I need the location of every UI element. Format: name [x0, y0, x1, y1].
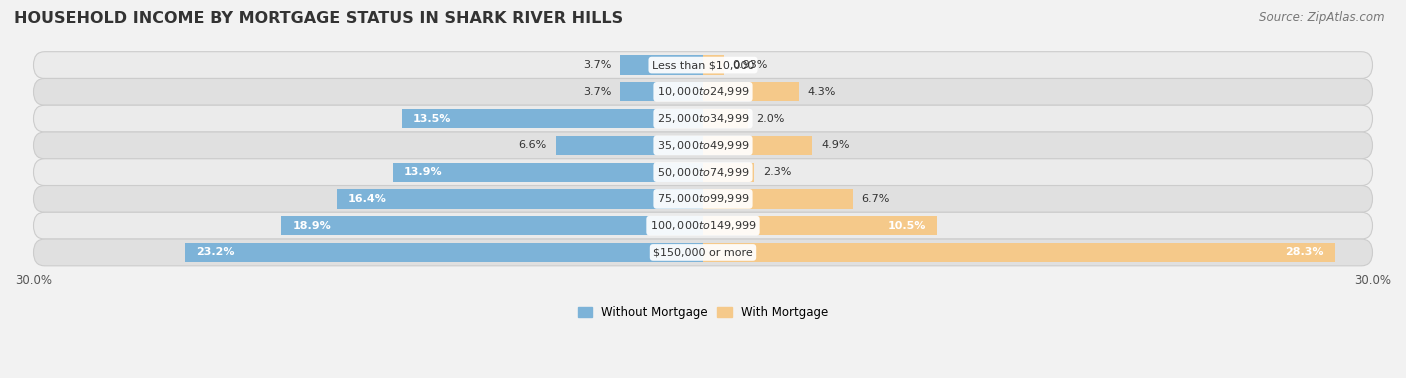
Bar — [620, 56, 703, 75]
Text: 18.9%: 18.9% — [292, 221, 332, 231]
Bar — [703, 163, 755, 182]
Text: 13.5%: 13.5% — [413, 114, 451, 124]
Text: Less than $10,000: Less than $10,000 — [652, 60, 754, 70]
FancyBboxPatch shape — [34, 186, 1372, 212]
FancyBboxPatch shape — [34, 79, 1372, 105]
Text: 6.6%: 6.6% — [519, 140, 547, 150]
FancyBboxPatch shape — [34, 159, 1372, 186]
FancyBboxPatch shape — [34, 132, 1372, 159]
Bar — [703, 56, 724, 75]
Bar — [281, 216, 703, 235]
Text: 2.3%: 2.3% — [763, 167, 792, 177]
Bar — [392, 163, 703, 182]
Text: 16.4%: 16.4% — [349, 194, 387, 204]
Bar — [186, 243, 703, 262]
Text: $150,000 or more: $150,000 or more — [654, 248, 752, 257]
Bar — [555, 136, 703, 155]
Text: 4.9%: 4.9% — [821, 140, 849, 150]
Bar — [703, 82, 799, 101]
Text: Source: ZipAtlas.com: Source: ZipAtlas.com — [1260, 11, 1385, 24]
FancyBboxPatch shape — [34, 52, 1372, 79]
Bar — [703, 189, 852, 209]
FancyBboxPatch shape — [34, 212, 1372, 239]
Text: 10.5%: 10.5% — [887, 221, 927, 231]
Text: $25,000 to $34,999: $25,000 to $34,999 — [657, 112, 749, 125]
Bar — [337, 189, 703, 209]
Bar — [703, 109, 748, 128]
Text: 23.2%: 23.2% — [197, 248, 235, 257]
Text: $35,000 to $49,999: $35,000 to $49,999 — [657, 139, 749, 152]
Text: 3.7%: 3.7% — [583, 60, 612, 70]
Text: 28.3%: 28.3% — [1285, 248, 1323, 257]
FancyBboxPatch shape — [34, 239, 1372, 266]
Text: $100,000 to $149,999: $100,000 to $149,999 — [650, 219, 756, 232]
Bar — [703, 216, 938, 235]
FancyBboxPatch shape — [34, 105, 1372, 132]
Bar — [402, 109, 703, 128]
Text: 3.7%: 3.7% — [583, 87, 612, 97]
Bar — [703, 243, 1334, 262]
Text: $75,000 to $99,999: $75,000 to $99,999 — [657, 192, 749, 205]
Bar — [620, 82, 703, 101]
Text: 0.93%: 0.93% — [733, 60, 768, 70]
Text: 13.9%: 13.9% — [404, 167, 443, 177]
Legend: Without Mortgage, With Mortgage: Without Mortgage, With Mortgage — [574, 302, 832, 324]
Text: 4.3%: 4.3% — [808, 87, 837, 97]
Text: $50,000 to $74,999: $50,000 to $74,999 — [657, 166, 749, 179]
Bar — [703, 136, 813, 155]
Text: 2.0%: 2.0% — [756, 114, 785, 124]
Text: $10,000 to $24,999: $10,000 to $24,999 — [657, 85, 749, 98]
Text: 6.7%: 6.7% — [862, 194, 890, 204]
Text: HOUSEHOLD INCOME BY MORTGAGE STATUS IN SHARK RIVER HILLS: HOUSEHOLD INCOME BY MORTGAGE STATUS IN S… — [14, 11, 623, 26]
